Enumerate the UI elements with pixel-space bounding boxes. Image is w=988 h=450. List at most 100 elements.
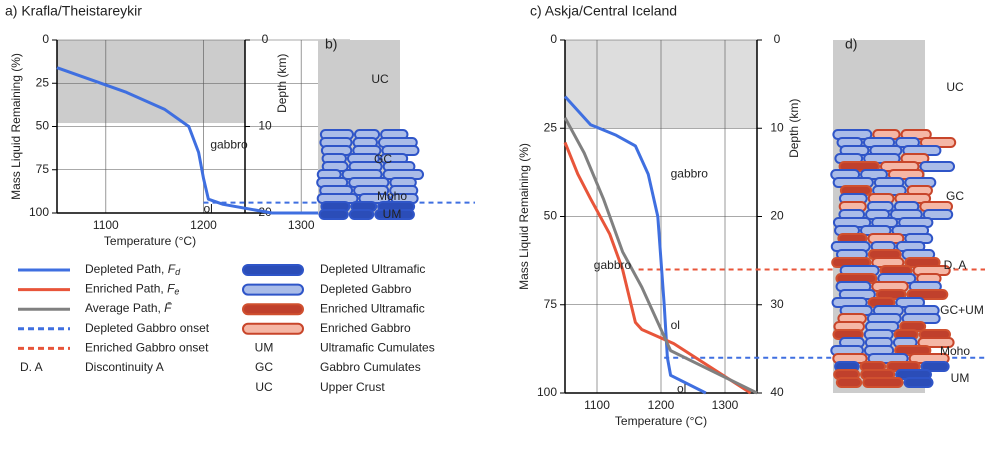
legend-sub: d xyxy=(175,267,181,277)
y-tick-label: 75 xyxy=(544,297,558,311)
x-tick-label: 1300 xyxy=(288,218,315,232)
y2-tick-label: 20 xyxy=(770,209,784,223)
zone-label: GC+UM xyxy=(940,303,984,317)
x-axis-label: Temperature (°C) xyxy=(104,234,196,248)
x-tick-label: 1100 xyxy=(584,398,610,412)
legend-abbr: GC xyxy=(255,360,273,374)
cumulate-pill xyxy=(860,169,888,180)
legend-symbol: F̄ xyxy=(164,301,172,315)
legend-abbr: UC xyxy=(255,380,273,394)
y2-axis-label: Depth (km) xyxy=(787,99,801,158)
zone-label: D. A xyxy=(944,258,967,272)
y2-tick-label: 0 xyxy=(774,32,781,46)
zone-label: Moho xyxy=(377,189,407,203)
y-tick-label: 100 xyxy=(537,385,557,399)
y-tick-label: 50 xyxy=(544,209,558,223)
legend-text: Enriched Path, xyxy=(85,282,167,296)
y-tick-label: 100 xyxy=(29,205,49,219)
chart-title: a) Krafla/Theistareykir xyxy=(5,3,142,19)
cumulate-pill xyxy=(919,161,956,172)
legend-text: Depleted Gabbro onset xyxy=(85,321,210,335)
annotation: ol xyxy=(204,202,213,216)
legend-label: Depleted Gabbro xyxy=(320,282,412,296)
legend-swatch xyxy=(242,264,304,276)
y-tick-label: 75 xyxy=(36,162,50,176)
melt-path xyxy=(56,66,350,215)
legend-symbol: F xyxy=(168,262,176,276)
panel-title: b) xyxy=(325,36,337,52)
legend-text: Discontinuity A xyxy=(85,360,164,374)
annotation: gabbro xyxy=(210,138,248,152)
legend-label: Discontinuity A xyxy=(85,360,164,374)
y2-tick-label: 10 xyxy=(770,120,784,134)
x-tick-label: 1100 xyxy=(93,218,119,232)
legend-swatch xyxy=(242,322,304,335)
cumulate-pill xyxy=(917,337,955,348)
legend-label: Ultramafic Cumulates xyxy=(320,341,435,355)
annotation: gabbro xyxy=(671,166,709,180)
legend-text: Depleted Path, xyxy=(85,262,168,276)
legend-label: Enriched Path, Fe xyxy=(85,282,179,297)
x-tick-label: 1200 xyxy=(648,398,675,412)
legend-label: Enriched Gabbro onset xyxy=(85,341,209,355)
legend-swatch xyxy=(242,283,304,296)
legend-abbr: UM xyxy=(255,341,274,355)
cumulate-pill xyxy=(838,161,881,172)
melt-path xyxy=(563,141,752,395)
y2-tick-label: 0 xyxy=(262,32,269,46)
y-axis-label: Mass Liquid Remaining (%) xyxy=(517,143,531,290)
legend-label: Depleted Ultramafic xyxy=(320,262,425,276)
legend-label: Average Path, F̄ xyxy=(85,301,172,315)
y-tick-label: 25 xyxy=(544,120,558,134)
legend-label: Depleted Gabbro onset xyxy=(85,321,210,335)
cumulate-pill xyxy=(906,289,949,300)
legend-text: Enriched Gabbro onset xyxy=(85,341,209,355)
annotation: gabbro xyxy=(594,258,632,272)
y-tick-label: 0 xyxy=(550,32,557,46)
melt-path xyxy=(563,116,758,395)
y-tick-label: 50 xyxy=(36,119,50,133)
y2-tick-label: 40 xyxy=(770,385,784,399)
panel-title: d) xyxy=(845,36,857,52)
cumulate-pill xyxy=(348,209,375,220)
cumulate-pill xyxy=(922,209,954,220)
chart-title: c) Askja/Central Iceland xyxy=(530,3,677,19)
zone-label: UM xyxy=(383,207,402,221)
legend-label: Enriched Gabbro xyxy=(320,321,411,335)
annotation: ol xyxy=(677,382,686,396)
legend-swatch xyxy=(242,303,304,316)
cumulate-pill xyxy=(862,377,904,388)
legend-abbr: D. A xyxy=(20,360,43,374)
cumulate-pill xyxy=(903,377,934,388)
zone-label: GC xyxy=(374,152,392,166)
x-axis-label: Temperature (°C) xyxy=(615,414,707,428)
y2-tick-label: 10 xyxy=(258,119,272,133)
y2-tick-label: 30 xyxy=(770,297,784,311)
upper-crust-shade xyxy=(57,40,245,124)
cumulate-pill xyxy=(318,209,349,220)
zone-label: GC xyxy=(946,189,964,203)
y-tick-label: 0 xyxy=(42,32,49,46)
legend-sub: e xyxy=(174,287,179,297)
cumulate-pill xyxy=(374,209,415,220)
cumulate-pill xyxy=(835,377,863,388)
zone-label: Moho xyxy=(940,344,970,358)
zone-label: UC xyxy=(371,72,389,86)
legend-symbol: F xyxy=(167,282,175,296)
legend-label: Gabbro Cumulates xyxy=(320,360,421,374)
zone-label: UM xyxy=(951,371,970,385)
melt-path xyxy=(563,95,707,395)
y-axis-label: Mass Liquid Remaining (%) xyxy=(9,53,23,200)
legend-text: Average Path, xyxy=(85,301,164,315)
legend-label: Enriched Ultramafic xyxy=(320,301,425,315)
x-tick-label: 1200 xyxy=(190,218,217,232)
zone-label: UC xyxy=(946,80,964,94)
y-tick-label: 25 xyxy=(36,75,50,89)
legend-label: Depleted Path, Fd xyxy=(85,262,181,277)
y2-axis-label: Depth (km) xyxy=(275,54,289,113)
annotation: ol xyxy=(671,318,680,332)
legend-label: Upper Crust xyxy=(320,380,385,394)
x-tick-label: 1300 xyxy=(712,398,739,412)
cumulate-pill xyxy=(920,361,950,372)
